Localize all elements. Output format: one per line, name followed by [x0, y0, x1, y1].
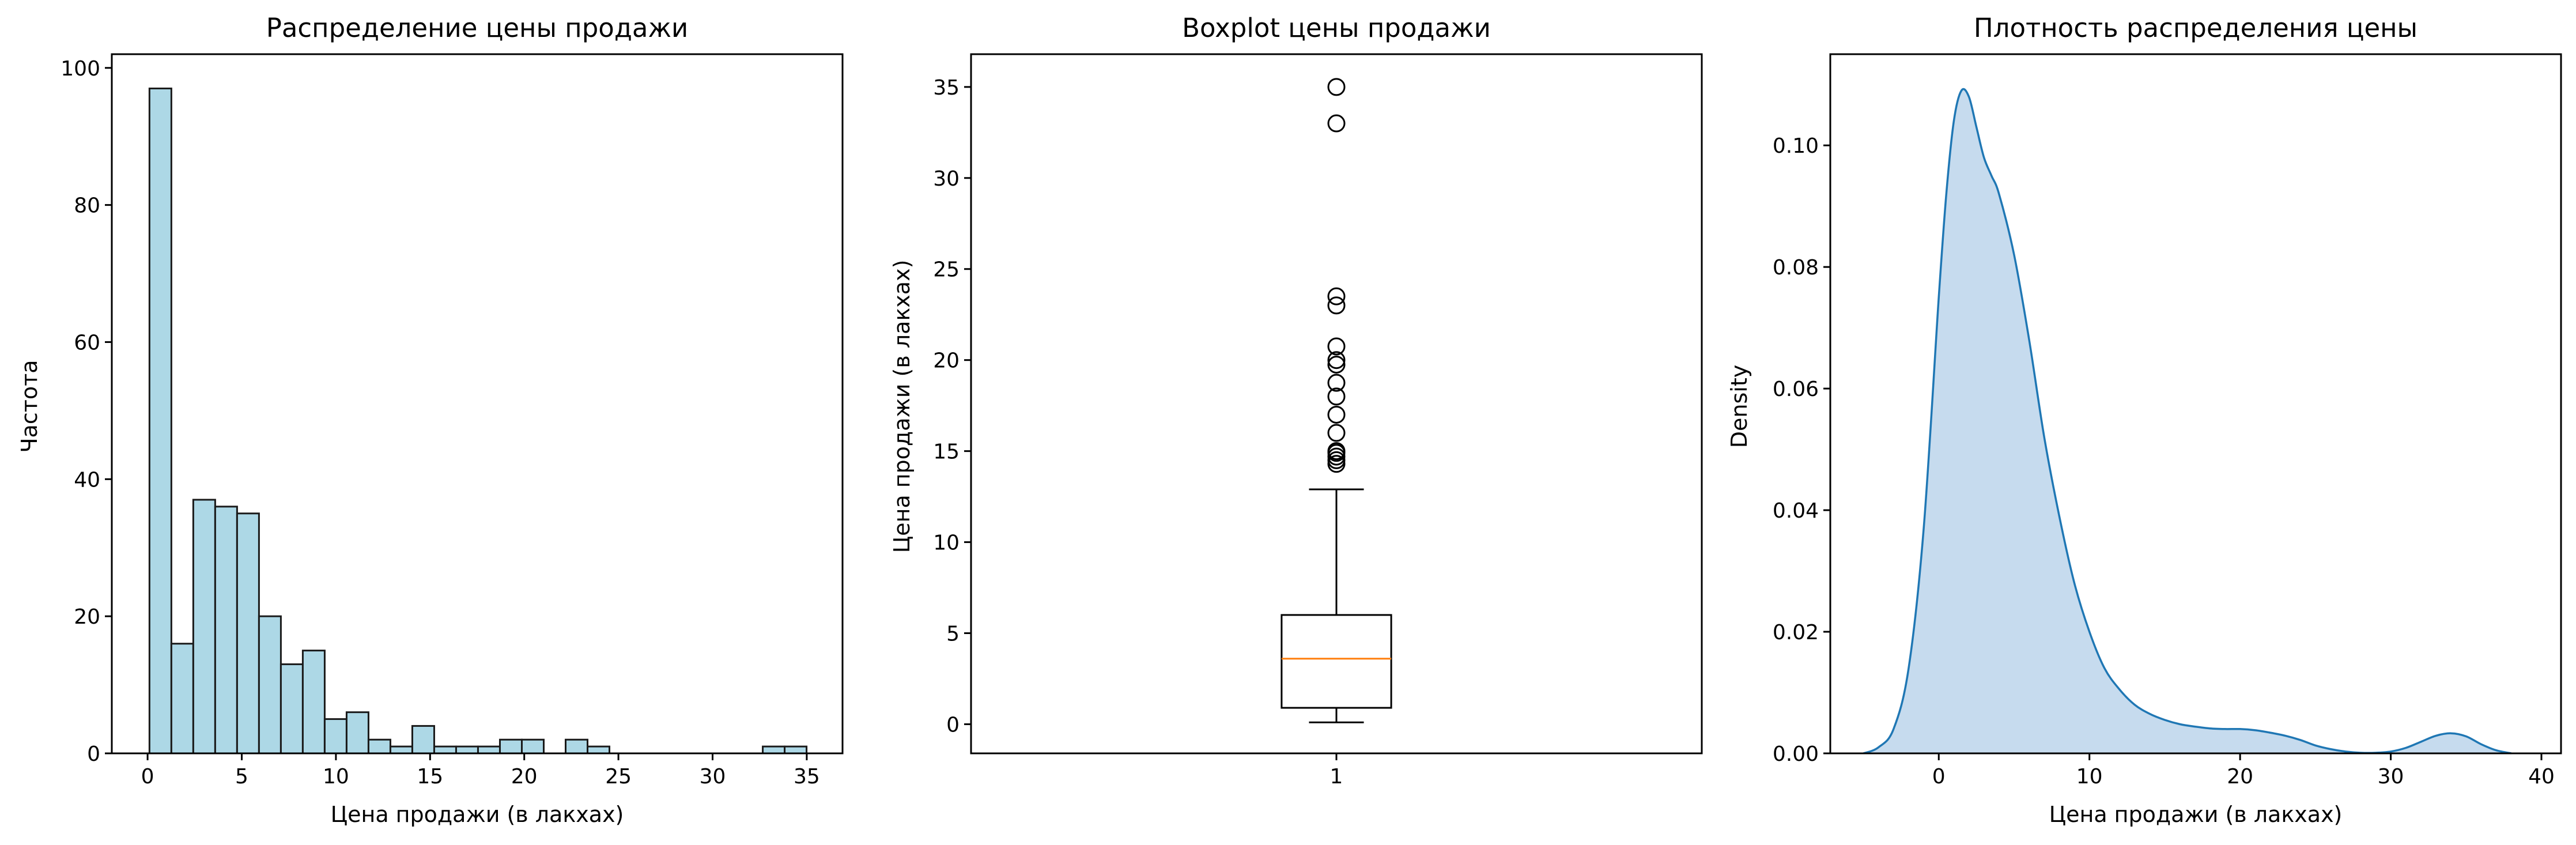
- histogram-ylabel: Частота: [17, 360, 42, 452]
- histogram-ytick-label: 60: [74, 331, 100, 354]
- boxplot-outlier: [1327, 78, 1346, 96]
- density-xtick-label: 10: [2076, 765, 2103, 789]
- density-x-ticks: 0 10 20 30 40: [1932, 753, 2555, 789]
- histogram-ytick-label: 0: [87, 742, 100, 766]
- density-ytick-label: 0.08: [1773, 256, 1819, 280]
- histogram-bar: [236, 512, 260, 755]
- boxplot-ytick-label: 5: [946, 623, 960, 646]
- histogram-bar: [411, 725, 435, 755]
- density-title: Плотность распределения цены: [1974, 13, 2418, 43]
- boxplot-ytick-label: 25: [933, 258, 960, 282]
- histogram-bar: [367, 738, 391, 755]
- boxplot-ytick-label: 10: [933, 531, 960, 555]
- density-ytick-label: 0.06: [1773, 378, 1819, 401]
- boxplot-outlier: [1327, 442, 1346, 461]
- boxplot-frame: [970, 53, 1703, 755]
- histogram-bars: [148, 87, 808, 755]
- density-panel: Плотность распределения цены Цена продаж…: [1727, 13, 2562, 827]
- boxplot-outlier: [1327, 387, 1346, 406]
- histogram-y-ticks: 0 20 40 60 80 100: [61, 57, 112, 766]
- histogram-bar: [279, 663, 304, 755]
- histogram-bar: [323, 718, 348, 755]
- boxplot-outlier: [1327, 424, 1346, 442]
- density-frame: [1829, 53, 2562, 755]
- histogram-xtick-label: 15: [417, 765, 443, 789]
- histogram-x-ticks: 0 5 10 15 20 25 30 35: [141, 753, 820, 789]
- density-xlabel: Цена продажи (в лакхах): [2049, 802, 2343, 827]
- boxplot-box: [1281, 614, 1392, 709]
- density-ytick-label: 0.10: [1773, 134, 1819, 158]
- density-xtick-label: 20: [2227, 765, 2253, 789]
- boxplot-outlier: [1327, 405, 1346, 424]
- boxplot-ylabel: Цена продажи (в лакхах): [889, 260, 915, 553]
- boxplot-marks: [1281, 78, 1392, 723]
- histogram-bar: [762, 745, 786, 755]
- histogram-bar: [345, 711, 369, 755]
- boxplot-title: Boxplot цены продажи: [1182, 13, 1491, 43]
- histogram-bar: [301, 650, 326, 755]
- density-xtick-label: 0: [1932, 765, 1946, 789]
- histogram-xtick-label: 35: [794, 765, 820, 789]
- histogram-xtick-label: 10: [323, 765, 349, 789]
- histogram-bar: [520, 738, 545, 755]
- histogram-xlabel: Цена продажи (в лакхах): [331, 802, 624, 827]
- histogram-bar: [214, 506, 238, 755]
- histogram-frame: [111, 53, 844, 755]
- histogram-bar: [170, 643, 194, 755]
- boxplot-ytick-label: 0: [946, 713, 960, 737]
- boxplot-ytick-label: 20: [933, 349, 960, 373]
- histogram-xtick-label: 20: [511, 765, 538, 789]
- boxplot-outlier: [1327, 356, 1346, 374]
- histogram-bar: [192, 499, 216, 755]
- boxplot-panel: Boxplot цены продажи Цена продажи (в лак…: [889, 13, 1703, 789]
- histogram-ytick-label: 80: [74, 194, 100, 218]
- histogram-bar: [148, 87, 172, 755]
- density-ylabel: Density: [1727, 365, 1752, 448]
- boxplot-ytick-label: 15: [933, 440, 960, 464]
- histogram-bar: [498, 738, 523, 755]
- density-ytick-label: 0.04: [1773, 499, 1819, 523]
- histogram-xtick-label: 5: [235, 765, 248, 789]
- histogram-xtick-label: 25: [605, 765, 632, 789]
- boxplot-y-ticks: 0 5 10 15 20 25 30 35: [933, 76, 971, 737]
- histogram-panel: Распределение цены продажи Цена продажи …: [17, 13, 844, 827]
- boxplot-x-ticks: 1: [1330, 753, 1343, 789]
- histogram-ytick-label: 20: [74, 605, 100, 629]
- histogram-bar: [455, 745, 479, 755]
- histogram-bar: [389, 745, 413, 755]
- boxplot-xtick-label: 1: [1330, 765, 1343, 789]
- density-marks: [1863, 88, 2512, 755]
- density-xtick-label: 40: [2528, 765, 2555, 789]
- density-y-ticks: 0.00 0.02 0.04 0.06 0.08 0.10: [1773, 134, 1830, 766]
- histogram-bar: [258, 615, 282, 755]
- boxplot-ytick-label: 30: [933, 167, 960, 191]
- boxplot-outlier: [1327, 114, 1346, 133]
- boxplot-ytick-label: 35: [933, 76, 960, 100]
- boxplot-outlier: [1327, 287, 1346, 305]
- histogram-ytick-label: 40: [74, 468, 100, 492]
- density-ytick-label: 0.02: [1773, 621, 1819, 644]
- boxplot-outlier: [1327, 337, 1346, 356]
- density-xtick-label: 30: [2378, 765, 2404, 789]
- histogram-bar: [784, 745, 808, 755]
- histogram-bar: [564, 738, 589, 755]
- boxplot-outlier: [1327, 374, 1346, 392]
- density-ytick-label: 0.00: [1773, 742, 1819, 766]
- histogram-bar: [433, 745, 457, 755]
- boxplot-outlier: [1327, 296, 1346, 315]
- boxplot-outlier: [1327, 351, 1346, 369]
- histogram-ytick-label: 100: [61, 57, 100, 81]
- histogram-title: Распределение цены продажи: [266, 13, 689, 43]
- histogram-bar: [477, 745, 501, 755]
- density-area: [1863, 89, 2511, 753]
- histogram-xtick-label: 0: [141, 765, 154, 789]
- histogram-bar: [587, 745, 611, 755]
- histogram-xtick-label: 30: [700, 765, 726, 789]
